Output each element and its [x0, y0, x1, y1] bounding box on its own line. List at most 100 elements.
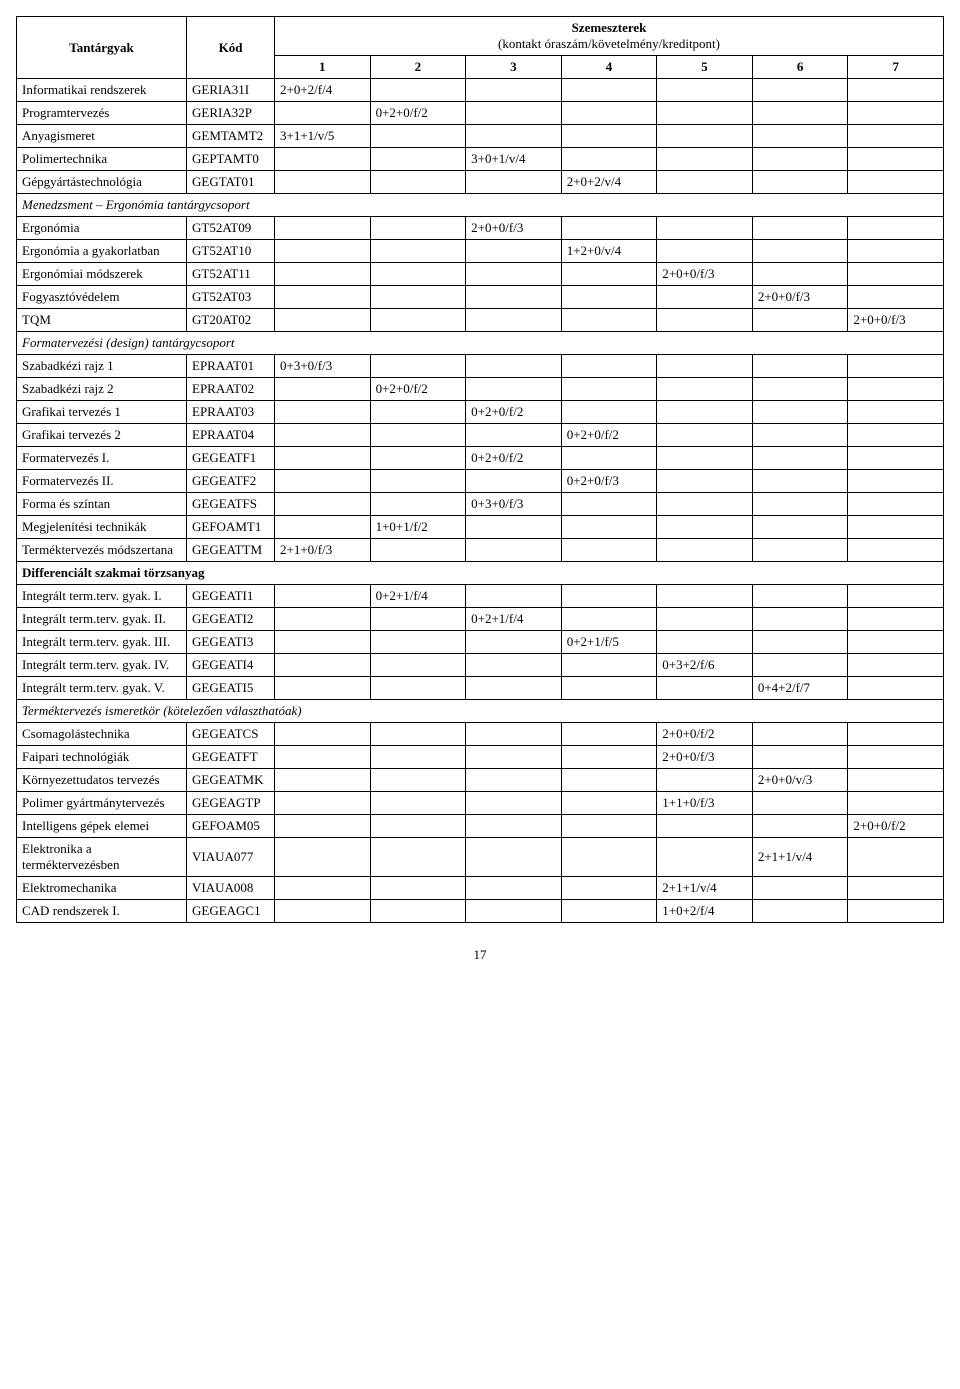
semester-cell: [848, 746, 944, 769]
semester-cell: [657, 424, 753, 447]
semester-cell: [275, 102, 371, 125]
semester-cell: 1+0+1/f/2: [370, 516, 466, 539]
semester-cell: 0+3+2/f/6: [657, 654, 753, 677]
semester-cell: [657, 585, 753, 608]
semester-cell: 2+1+1/v/4: [657, 877, 753, 900]
header-sem-5: 5: [657, 56, 753, 79]
semester-cell: [752, 746, 848, 769]
header-code: Kód: [187, 17, 275, 79]
semester-cell: [275, 769, 371, 792]
semester-cell: [848, 447, 944, 470]
semester-cell: 0+2+0/f/2: [561, 424, 657, 447]
semester-cell: [370, 470, 466, 493]
code-cell: GEGEAGC1: [187, 900, 275, 923]
semester-cell: [848, 79, 944, 102]
header-semesters: Szemeszterek (kontakt óraszám/követelmén…: [275, 17, 944, 56]
table-row: Integrált term.terv. gyak. IV.GEGEATI40+…: [17, 654, 944, 677]
semester-cell: [752, 516, 848, 539]
semester-cell: [657, 608, 753, 631]
code-cell: GEGEATCS: [187, 723, 275, 746]
semester-cell: 2+0+2/v/4: [561, 171, 657, 194]
table-row: Szabadkézi rajz 2EPRAAT020+2+0/f/2: [17, 378, 944, 401]
semester-cell: [561, 493, 657, 516]
semester-cell: [848, 378, 944, 401]
semester-cell: [370, 493, 466, 516]
semester-cell: [466, 516, 562, 539]
code-cell: GEFOAM05: [187, 815, 275, 838]
semester-cell: [275, 585, 371, 608]
subject-cell: Informatikai rendszerek: [17, 79, 187, 102]
semester-cell: [752, 263, 848, 286]
code-cell: GERIA31I: [187, 79, 275, 102]
semester-cell: [848, 723, 944, 746]
semester-cell: [848, 493, 944, 516]
subject-cell: Grafikai tervezés 2: [17, 424, 187, 447]
code-cell: GT20AT02: [187, 309, 275, 332]
semester-cell: [370, 654, 466, 677]
semester-cell: [561, 309, 657, 332]
code-cell: GEGEATI2: [187, 608, 275, 631]
semester-cell: [466, 723, 562, 746]
semester-cell: [848, 125, 944, 148]
semester-cell: [370, 401, 466, 424]
semester-cell: [848, 240, 944, 263]
semester-cell: [752, 355, 848, 378]
semester-cell: [561, 447, 657, 470]
semester-cell: 2+0+2/f/4: [275, 79, 371, 102]
semester-cell: [466, 263, 562, 286]
header-sem-2: 2: [370, 56, 466, 79]
table-row: GépgyártástechnológiaGEGTAT012+0+2/v/4: [17, 171, 944, 194]
semester-cell: [848, 900, 944, 923]
semester-cell: [370, 355, 466, 378]
semester-cell: 1+0+2/f/4: [657, 900, 753, 923]
semester-cell: [848, 516, 944, 539]
semester-cell: [561, 102, 657, 125]
semester-cell: [370, 309, 466, 332]
semester-cell: [370, 125, 466, 148]
table-row: Formatervezés I.GEGEATF10+2+0/f/2: [17, 447, 944, 470]
semester-cell: [561, 286, 657, 309]
semester-cell: [657, 355, 753, 378]
subject-cell: Grafikai tervezés 1: [17, 401, 187, 424]
code-cell: VIAUA077: [187, 838, 275, 877]
semester-cell: [848, 585, 944, 608]
table-row: Grafikai tervezés 2EPRAAT04 0+2+0/f/2: [17, 424, 944, 447]
semester-cell: [275, 838, 371, 877]
semester-cell: [848, 838, 944, 877]
semester-cell: [275, 631, 371, 654]
table-row: Terméktervezés módszertanaGEGEATTM2+1+0/…: [17, 539, 944, 562]
semester-cell: [657, 516, 753, 539]
semester-cell: [370, 838, 466, 877]
semester-cell: [466, 585, 562, 608]
semester-cell: [752, 217, 848, 240]
semester-cell: [561, 838, 657, 877]
code-cell: EPRAAT01: [187, 355, 275, 378]
table-row: ElektromechanikaVIAUA0082+1+1/v/4: [17, 877, 944, 900]
code-cell: EPRAAT02: [187, 378, 275, 401]
semester-cell: [561, 608, 657, 631]
table-row: Forma és színtanGEGEATFS0+3+0/f/3: [17, 493, 944, 516]
code-cell: EPRAAT04: [187, 424, 275, 447]
semester-cell: 2+0+0/f/3: [657, 263, 753, 286]
semester-cell: [752, 585, 848, 608]
header-sem-4: 4: [561, 56, 657, 79]
semester-cell: [275, 608, 371, 631]
semester-cell: [848, 217, 944, 240]
semester-cell: [657, 815, 753, 838]
semester-cell: [561, 79, 657, 102]
semester-cell: 2+0+0/f/3: [657, 746, 753, 769]
subject-cell: Környezettudatos tervezés: [17, 769, 187, 792]
semester-cell: [370, 148, 466, 171]
subject-cell: Elektronika a terméktervezésben: [17, 838, 187, 877]
table-row: Grafikai tervezés 1EPRAAT030+2+0/f/2: [17, 401, 944, 424]
group-label: Differenciált szakmai törzsanyag: [17, 562, 944, 585]
table-row: Megjelenítési technikákGEFOAMT11+0+1/f/2: [17, 516, 944, 539]
subject-cell: Szabadkézi rajz 1: [17, 355, 187, 378]
semester-cell: [275, 792, 371, 815]
code-cell: VIAUA008: [187, 877, 275, 900]
header-sem-1: 1: [275, 56, 371, 79]
code-cell: GEGEATI5: [187, 677, 275, 700]
semester-cell: [466, 378, 562, 401]
code-cell: GEGEATI1: [187, 585, 275, 608]
semester-cell: [657, 102, 753, 125]
